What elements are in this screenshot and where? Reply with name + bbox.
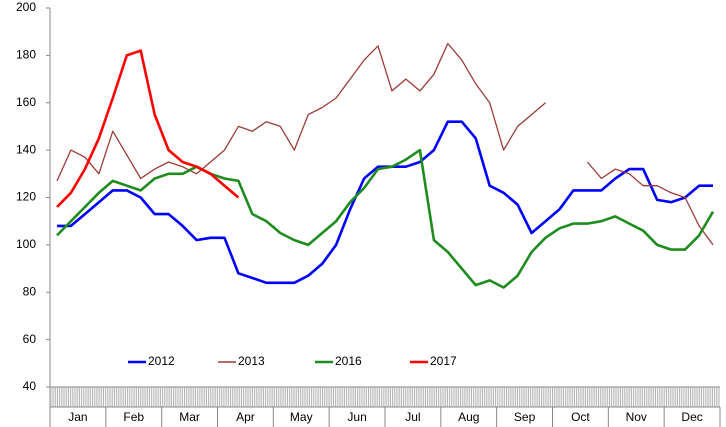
x-tick-label: Jul xyxy=(405,410,420,424)
x-tick-label: Oct xyxy=(571,410,590,424)
x-tick-label: Jan xyxy=(68,410,87,424)
legend-label: 2013 xyxy=(238,354,265,368)
x-tick-label: Feb xyxy=(123,410,144,424)
y-tick-label: 120 xyxy=(16,190,36,204)
x-tick-label: Dec xyxy=(681,410,702,424)
day-ticks xyxy=(50,387,720,407)
series-line xyxy=(56,148,715,289)
series-line xyxy=(56,49,240,208)
legend-label: 2016 xyxy=(335,354,362,368)
y-tick-label: 100 xyxy=(16,237,36,251)
y-tick-label: 40 xyxy=(23,379,37,393)
y-tick-label: 160 xyxy=(16,95,36,109)
x-tick-label: Aug xyxy=(458,410,479,424)
y-tick-label: 80 xyxy=(23,284,37,298)
y-tick-label: 140 xyxy=(16,142,36,156)
series-line xyxy=(57,120,713,285)
y-tick-label: 180 xyxy=(16,48,36,62)
legend-label: 2017 xyxy=(430,354,457,368)
x-tick-label: May xyxy=(290,410,313,424)
x-tick-label: Jun xyxy=(347,410,366,424)
legend-label: 2012 xyxy=(148,354,175,368)
x-tick-label: Apr xyxy=(236,410,255,424)
y-tick-label: 60 xyxy=(23,332,37,346)
x-tick-label: Nov xyxy=(626,410,647,424)
x-tick-label: Sep xyxy=(514,410,536,424)
x-tick-label: Mar xyxy=(179,410,200,424)
series-line xyxy=(56,42,714,246)
y-tick-label: 200 xyxy=(16,0,36,14)
